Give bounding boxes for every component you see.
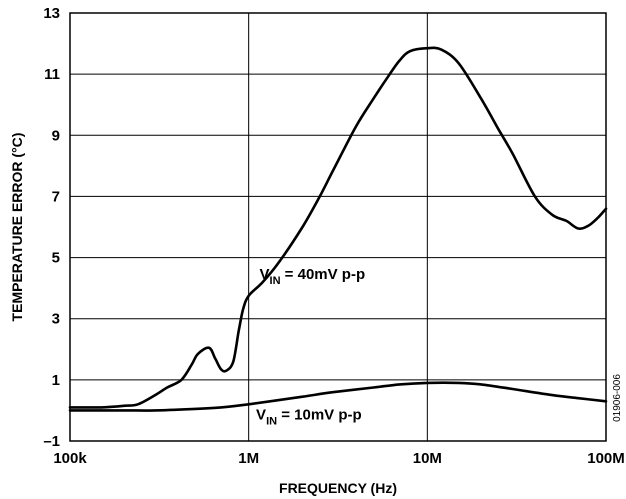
series-line-2	[68, 381, 608, 412]
x-tick-label: 1M	[238, 450, 259, 467]
y-tick-label: 11	[44, 66, 60, 83]
y-tick-label: 3	[52, 311, 60, 328]
series-label-1: VIN = 40mV p-p	[260, 266, 366, 287]
y-tick-label: 13	[43, 5, 60, 22]
grid	[69, 12, 607, 442]
x-tick-label: 10M	[413, 450, 442, 467]
y-tick-label: 7	[52, 188, 60, 205]
series-line-1	[68, 46, 608, 409]
y-axis-title: TEMPERATURE ERROR (°C)	[9, 133, 25, 322]
x-tick-labels: 100k 1M 10M 100M	[53, 450, 624, 467]
y-tick-label: 9	[52, 127, 60, 144]
y-tick-label: 1	[52, 372, 60, 389]
x-tick-label: 100k	[53, 450, 87, 467]
y-tick-label: 5	[52, 250, 60, 267]
annotations: VIN = 40mV p-p VIN = 10mV p-p	[256, 266, 365, 428]
plot-frame	[69, 12, 607, 442]
x-tick-label: 100M	[587, 450, 625, 467]
y-tick-label: –1	[43, 433, 60, 450]
x-axis-title: FREQUENCY (Hz)	[279, 480, 397, 496]
figure-id-label: 01906-006	[612, 374, 623, 422]
series-layer	[68, 46, 608, 412]
series-label-2: VIN = 10mV p-p	[256, 407, 362, 428]
